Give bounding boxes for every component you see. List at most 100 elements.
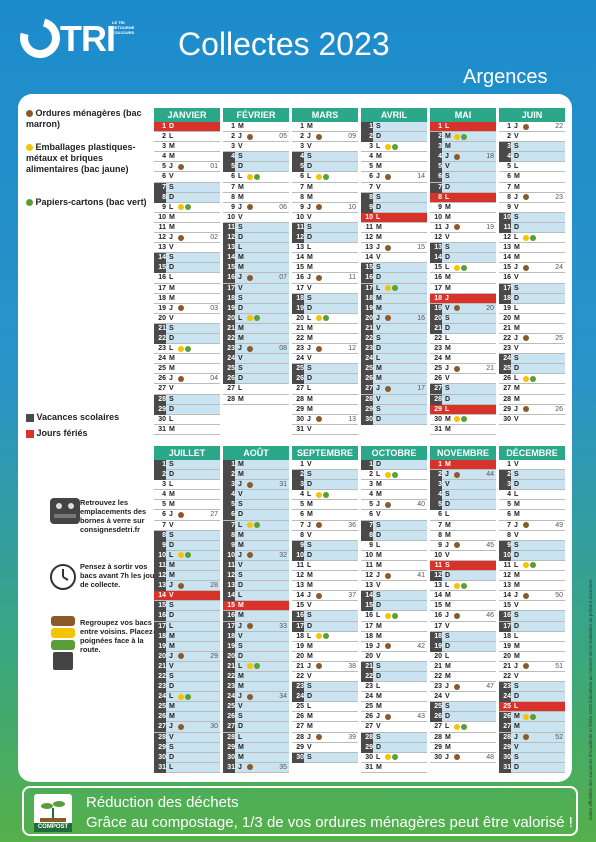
weekday-letter: S <box>169 743 174 751</box>
day-number: 9 <box>154 540 166 551</box>
weekday-letter: J <box>445 541 449 549</box>
day-row: 10 L <box>154 550 220 561</box>
day-row: 21 M <box>223 323 289 334</box>
day-row: 18 D <box>499 293 565 304</box>
weekday-letter: V <box>514 415 519 423</box>
day-number: 9 <box>292 540 304 551</box>
weekday-letter: M <box>238 541 244 549</box>
day-number: 20 <box>503 652 511 660</box>
day-row: 24 D <box>292 692 358 703</box>
green-bin-icon <box>185 345 191 352</box>
day-number: 18 <box>434 294 442 302</box>
day-row: 10 M <box>430 213 496 223</box>
day-row: 11 M <box>361 561 427 572</box>
week-number: 01 <box>210 163 218 171</box>
day-number: 4 <box>507 491 511 499</box>
weekday-letter: S <box>445 244 450 252</box>
day-number: 6 <box>300 511 304 519</box>
weekday-letter: D <box>238 652 244 660</box>
weekday-letter: M <box>376 481 382 489</box>
month-5: JUIN 1 J 22 2 V 3 S 4 D 5 L 6 M 7 M 8 J 23 9 V 10 S 11 D 12 L 13 M 14… <box>499 108 565 425</box>
week-number: 12 <box>348 345 356 353</box>
week-number: 07 <box>279 274 287 282</box>
weekday-letter: D <box>445 183 451 191</box>
weekday-letter: L <box>376 355 381 363</box>
weekday-letter: D <box>514 153 520 161</box>
day-number: 21 <box>430 323 442 334</box>
day-number: 4 <box>162 491 166 499</box>
day-row: 23 M <box>223 682 289 693</box>
weekday-letter: D <box>376 203 382 211</box>
day-number: 22 <box>154 671 166 682</box>
day-number: 2 <box>430 132 442 143</box>
weekday-letter: D <box>238 582 244 590</box>
day-row: 27 D <box>223 722 289 733</box>
weekday-letter: D <box>445 254 451 262</box>
weekday-letter: D <box>307 551 313 559</box>
day-number: 15 <box>154 601 166 612</box>
weekday-letter: V <box>514 602 519 610</box>
week-number: 50 <box>555 592 563 600</box>
collection-markers <box>454 471 461 479</box>
weekday-letter: L <box>238 592 243 600</box>
weekday-letter: M <box>169 143 175 151</box>
day-number: 12 <box>434 234 442 242</box>
weekday-letter: L <box>376 471 381 479</box>
green-bin-icon <box>392 143 398 150</box>
month-header: MAI <box>430 108 496 122</box>
day-number: 28 <box>223 732 235 743</box>
day-row: 17 M <box>361 622 427 632</box>
day-number: 18 <box>503 632 511 640</box>
day-number: 16 <box>154 611 166 622</box>
week-number: 45 <box>486 541 494 549</box>
day-row: 18 M <box>154 631 220 642</box>
day-row: 26 D <box>223 374 289 385</box>
weekday-letter: M <box>238 602 244 610</box>
weekday-letter: S <box>169 254 174 262</box>
day-row: 30 M <box>223 752 289 763</box>
day-number: 31 <box>296 425 304 433</box>
day-row: 16 M <box>223 611 289 622</box>
day-row: 19 M <box>154 641 220 652</box>
day-number: 4 <box>223 152 235 163</box>
collection-markers <box>523 592 530 600</box>
weekday-letter: D <box>376 274 382 282</box>
collection-markers <box>316 522 323 529</box>
green-bin-icon <box>461 582 467 589</box>
day-number: 5 <box>162 163 166 171</box>
weekday-letter: M <box>238 334 244 342</box>
day-number: 4 <box>430 152 442 163</box>
day-number: 3 <box>430 142 442 153</box>
collection-markers <box>523 406 530 413</box>
week-number: 14 <box>417 173 425 181</box>
collection-markers <box>523 375 537 383</box>
day-number: 14 <box>365 254 373 262</box>
day-number: 9 <box>361 202 373 213</box>
weekday-letter: L <box>307 632 312 640</box>
day-number: 24 <box>158 355 166 363</box>
footer-text: Grâce au compostage, 1/3 de vos ordures … <box>86 814 573 831</box>
weekday-letter: L <box>445 123 450 130</box>
day-number: 21 <box>296 324 304 332</box>
yellow-bin-icon <box>316 633 322 640</box>
day-number: 19 <box>223 303 235 314</box>
collection-markers <box>523 234 537 242</box>
weekday-letter: S <box>238 642 243 650</box>
day-number: 13 <box>365 244 373 252</box>
day-number: 20 <box>296 314 304 322</box>
weekday-letter: M <box>445 143 451 151</box>
day-number: 3 <box>162 143 166 151</box>
yellow-bin-icon <box>316 491 322 498</box>
day-number: 21 <box>361 323 373 334</box>
weekday-letter: M <box>169 632 175 640</box>
weekday-letter: V <box>376 723 381 731</box>
day-row: 27 J 17 <box>361 384 427 395</box>
